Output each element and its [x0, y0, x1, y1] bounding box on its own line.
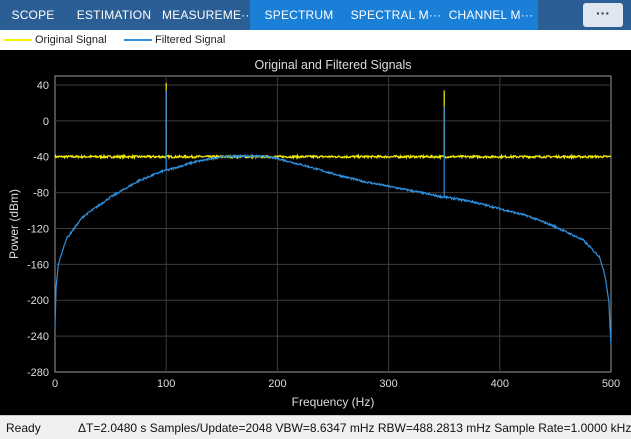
status-ready: Ready: [6, 421, 41, 435]
spectrum-chart[interactable]: Original and Filtered Signals 400-40-80-…: [0, 50, 631, 415]
chart-title: Original and Filtered Signals: [254, 58, 411, 72]
x-tick-label: 200: [268, 378, 286, 390]
x-tick-label: 100: [157, 378, 175, 390]
x-tick-label: 400: [491, 378, 509, 390]
axes-box: [54, 75, 612, 373]
y-tick-label: -240: [27, 331, 49, 343]
y-tick-label: -40: [33, 152, 49, 164]
tab-estimation[interactable]: ESTIMATION: [76, 8, 152, 22]
x-tick-label: 0: [52, 378, 58, 390]
y-tick-label: -160: [27, 259, 49, 271]
legend-item-original[interactable]: Original Signal: [4, 33, 107, 47]
y-tick-label: 0: [43, 116, 49, 128]
status-measurements: ΔT=2.0480 s Samples/Update=2048 VBW=8.63…: [78, 421, 631, 435]
x-tick-labels: 0 100 200 300 400 500: [52, 378, 620, 390]
status-bar: Ready ΔT=2.0480 s Samples/Update=2048 VB…: [0, 415, 631, 439]
y-tick-label: -80: [33, 188, 49, 200]
y-axis-label: Power (dBm): [7, 189, 21, 259]
series-line-filtered: [54, 90, 612, 346]
y-tick-label: 40: [37, 80, 49, 92]
legend-item-filtered[interactable]: Filtered Signal: [124, 33, 225, 47]
tab-channel-measurements[interactable]: CHANNEL M···: [444, 0, 538, 30]
x-tick-label: 500: [602, 378, 620, 390]
legend-swatch-original: [4, 39, 32, 42]
tab-spectral-mask[interactable]: SPECTRAL M···: [348, 0, 444, 30]
y-tick-labels: 40 0 -40 -80 -120 -160 -200 -240 -280: [27, 80, 49, 379]
tab-scope[interactable]: SCOPE: [11, 8, 55, 22]
x-axis-label: Frequency (Hz): [292, 395, 375, 409]
legend-swatch-filtered: [124, 39, 152, 42]
legend-label-original: Original Signal: [35, 34, 107, 46]
tab-measurements[interactable]: MEASUREME···: [162, 8, 250, 22]
plot-area: Original and Filtered Signals 40 0 -40 -80-…: [0, 50, 631, 415]
y-tick-label: -280: [27, 367, 49, 379]
y-tick-label: -120: [27, 223, 49, 235]
legend: Original Signal Filtered Signal: [0, 30, 631, 50]
y-tick-label: -200: [27, 295, 49, 307]
toolstrip: SCOPE ESTIMATION MEASUREME··· SPECTRUM S…: [0, 0, 631, 30]
more-options-button[interactable]: ···: [583, 3, 623, 27]
tab-spectrum[interactable]: SPECTRUM: [250, 0, 348, 30]
x-tick-label: 300: [379, 378, 397, 390]
legend-label-filtered: Filtered Signal: [155, 34, 226, 46]
